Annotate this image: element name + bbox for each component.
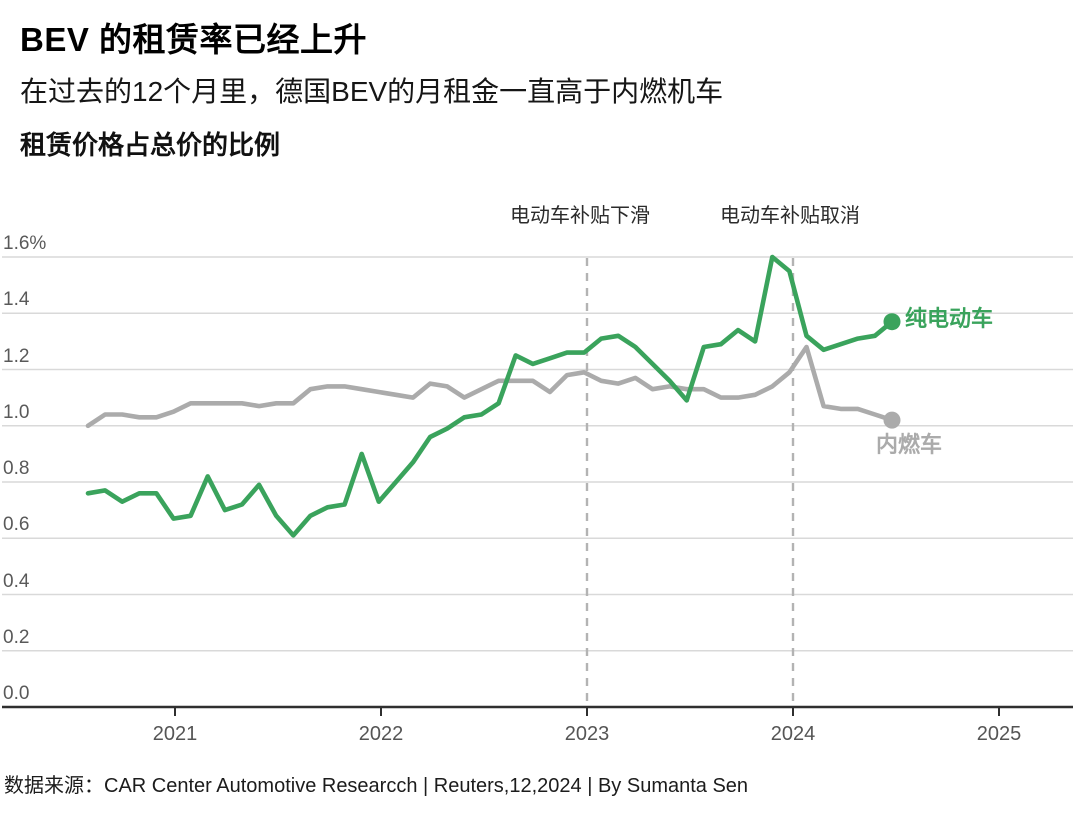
ice-series-label: 内燃车 xyxy=(876,432,943,457)
y-tick-label: 0.0 xyxy=(3,683,30,704)
y-tick-label: 0.8 xyxy=(3,458,30,479)
source-credit: 数据来源：CAR Center Automotive Researcch | R… xyxy=(4,775,749,797)
x-tick-label: 2022 xyxy=(358,723,404,745)
y-tick-label: 0.4 xyxy=(3,570,30,592)
y-tick-label: 1.2 xyxy=(3,345,30,367)
page-title: BEV 的租赁率已经上升 xyxy=(20,21,368,58)
bev-line xyxy=(85,254,895,538)
y-tick-label: 1.4 xyxy=(3,289,30,311)
y-tick-label: 0.2 xyxy=(3,626,30,648)
x-tick-label: 2023 xyxy=(564,723,610,745)
page-subtitle: 在过去的12个月里，德国BEV的月租金一直高于内燃机车 xyxy=(20,76,724,107)
x-tick-label: 2024 xyxy=(770,723,816,745)
annotation-subsidy-decline: 电动车补贴下滑 xyxy=(510,205,650,227)
annotation-subsidy-cancelled: 电动车补贴取消 xyxy=(720,205,860,227)
ice-endpoint-dot xyxy=(883,411,901,429)
bev-endpoint-dot xyxy=(883,313,901,331)
ice-line xyxy=(85,344,895,429)
x-tick-label: 2021 xyxy=(152,723,198,745)
bev-series-label: 纯电动车 xyxy=(905,306,994,331)
y-tick-label: 1.0 xyxy=(3,401,30,423)
x-tick-label: 2025 xyxy=(976,723,1022,745)
chart-section-label: 租赁价格占总价的比例 xyxy=(20,130,281,160)
y-tick-label: 1.6% xyxy=(3,233,47,254)
y-tick-label: 0.6 xyxy=(3,514,30,536)
